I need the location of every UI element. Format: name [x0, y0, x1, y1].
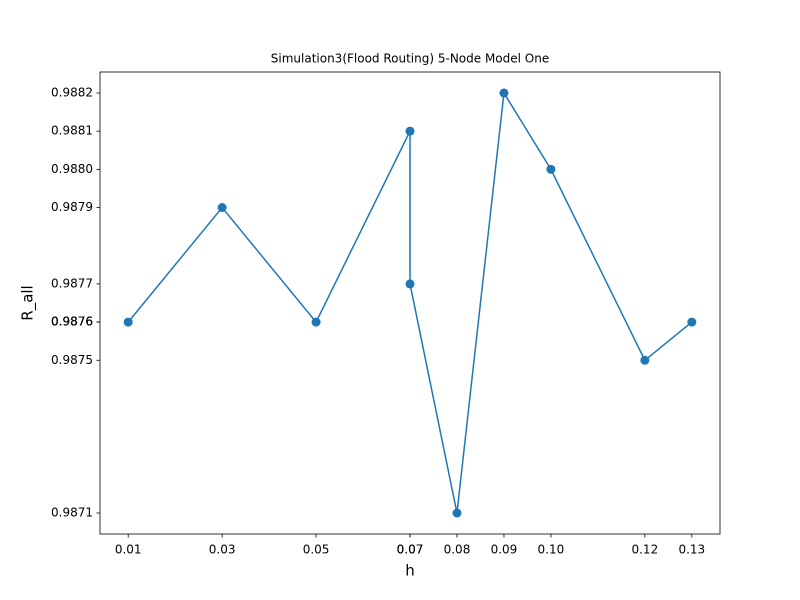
y-tick-label: 0.9880 — [51, 162, 93, 176]
point — [546, 164, 556, 174]
x-tick-label: 0.07 — [397, 543, 424, 557]
y-tick-label: 0.9875 — [51, 353, 93, 367]
chart-title: Simulation3(Flood Routing) 5-Node Model … — [271, 52, 549, 66]
point — [405, 126, 415, 136]
y-tick-label: 0.9882 — [51, 86, 93, 100]
x-tick-label: 0.12 — [631, 543, 658, 557]
y-tick-label: 0.9879 — [51, 200, 93, 214]
x-tick-label: 0.08 — [444, 543, 471, 557]
y-tick-label: 0.9876 — [51, 315, 93, 329]
x-tick-label: 0.05 — [303, 543, 330, 557]
y-axis-label: R_all — [19, 285, 38, 320]
point — [452, 508, 462, 518]
x-tick-label: 0.03 — [209, 543, 236, 557]
x-tick-label: 0.13 — [678, 543, 705, 557]
point — [311, 317, 321, 327]
y-tick-label: 0.9876 — [51, 315, 93, 329]
point — [687, 317, 697, 327]
plot-frame — [99, 71, 721, 535]
y-tick-label: 0.9881 — [51, 124, 93, 138]
point — [123, 317, 133, 327]
point — [640, 355, 650, 365]
y-tick-label: 0.9876 — [51, 315, 93, 329]
y-tick-label: 0.9871 — [51, 506, 93, 520]
point — [217, 203, 227, 213]
x-tick-label: 0.07 — [397, 543, 424, 557]
x-tick-label: 0.09 — [491, 543, 518, 557]
y-tick-label: 0.9877 — [51, 276, 93, 290]
x-tick-label: 0.01 — [115, 543, 142, 557]
line — [127, 90, 693, 514]
x-tick-label: 0.10 — [538, 543, 565, 557]
point — [499, 88, 509, 98]
x-axis-label: h — [405, 562, 415, 580]
point — [405, 279, 415, 289]
